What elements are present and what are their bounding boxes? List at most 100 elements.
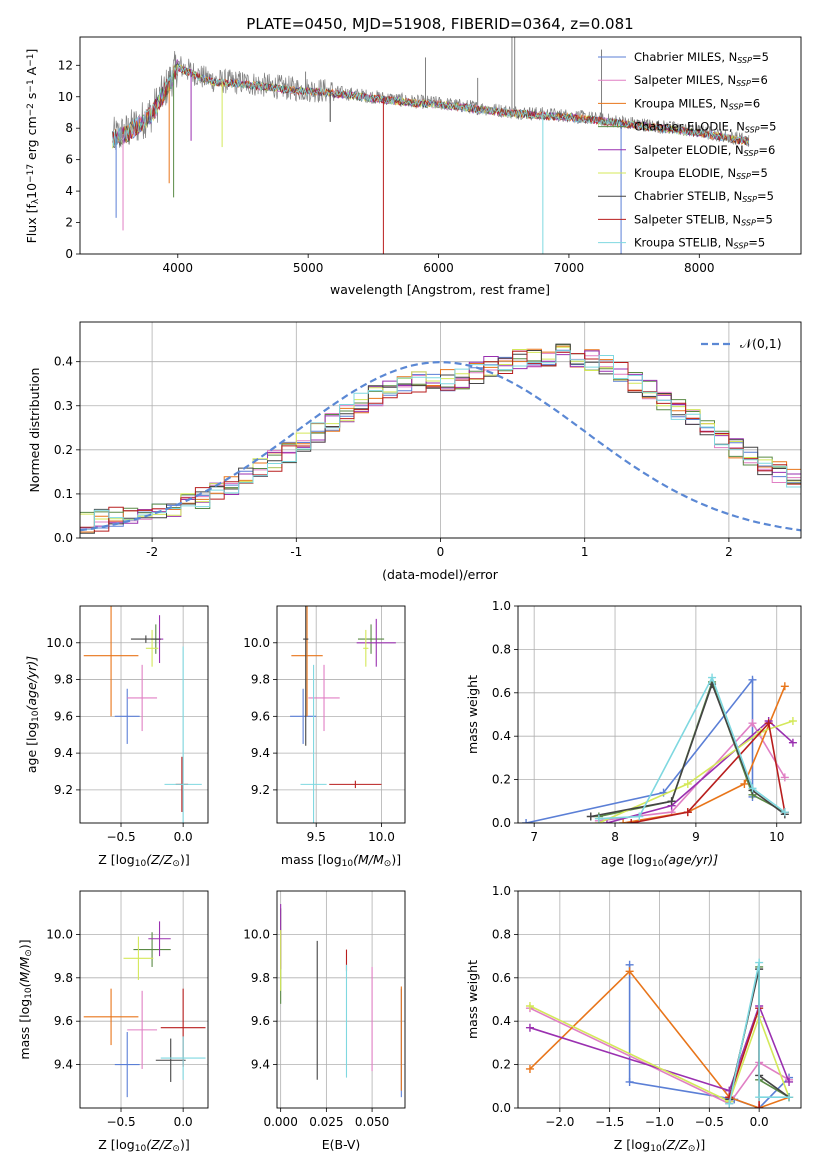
y-tick-label: 9.6: [54, 709, 73, 723]
legend-entry: Salpeter ELODIE, NSSP=6: [634, 143, 775, 158]
x-axis-label: E(B-V): [322, 1137, 361, 1152]
x-tick-label: 0.000: [263, 1115, 297, 1129]
legend-n: N: [727, 166, 736, 180]
plot-area: [83, 921, 206, 1098]
y-tick-label: 1.0: [492, 599, 511, 613]
legend-entry: Chabrier STELIB, NSSP=5: [634, 189, 774, 204]
label-part: ⊙: [24, 949, 34, 957]
label-part: −17: [26, 164, 36, 183]
y-tick-label: 0.8: [492, 927, 511, 941]
plot-area: [280, 904, 402, 1098]
label-part: 10: [31, 710, 41, 722]
weight-marker: [764, 719, 773, 728]
weight-marker: [625, 967, 634, 976]
label-part: mass [log: [17, 999, 32, 1060]
weight-marker: [683, 808, 692, 817]
label-part: Z [log: [98, 1137, 134, 1152]
y-tick-label: 1.0: [492, 884, 511, 898]
x-tick-label: 10: [769, 830, 784, 844]
x-tick-label: 0: [437, 545, 445, 559]
label-part: ]: [24, 49, 39, 54]
y-tick-label: 9.8: [251, 971, 270, 985]
weight-marker: [780, 773, 789, 782]
axes-frame: [79, 321, 802, 539]
x-tick-label: 7: [530, 830, 538, 844]
weight-marker: [725, 1099, 734, 1108]
label-part: 10: [24, 183, 39, 199]
x-tick-label: 9: [692, 830, 700, 844]
legend-name: Salpeter ELODIE: [634, 143, 728, 157]
y-axis-label: mass weight: [465, 675, 480, 754]
y-tick-label: 9.4: [251, 746, 270, 760]
y-tick-label: 10.0: [243, 636, 270, 650]
legend-count: 5: [760, 166, 767, 180]
legend: 𝒩(0,1): [701, 336, 782, 351]
weight-marker: [708, 673, 717, 682]
y-tick-label: 12: [58, 58, 73, 72]
model-spectrum: [112, 63, 750, 147]
x-axis-label: mass [log10(M/M⊙)]: [281, 852, 401, 869]
label-part: ⊙: [384, 859, 392, 869]
legend-sep: ,: [713, 96, 720, 110]
legend-n: N: [734, 189, 743, 203]
weight-series: [529, 1007, 790, 1105]
y-tick-label: 0.3: [54, 399, 73, 413]
x-tick-label: 0.0: [750, 1115, 769, 1129]
legend-sub: SSP: [737, 56, 752, 65]
legend-label: 𝒩(0,1): [740, 336, 782, 351]
weight-marker: [748, 784, 757, 793]
label-part: )]: [180, 852, 190, 867]
plot-area: [80, 343, 801, 538]
panel-residuals: -2 -1 0 1 2 0.0 0.1 0.2 0.3 0.4 (data-model)/error…: [27, 321, 802, 582]
y-tick-label: 9.8: [54, 971, 73, 985]
legend-sep: ,: [720, 73, 727, 87]
weight-series: [631, 721, 786, 823]
y-tick-label: 8: [65, 121, 73, 135]
x-tick-label: 8: [611, 830, 619, 844]
legend-sep: ,: [725, 212, 732, 226]
legend-eq: =: [758, 143, 768, 157]
label-part: 10: [342, 859, 354, 869]
label-part: )]: [17, 939, 32, 949]
legend-n: N: [725, 236, 734, 250]
legend-count: 5: [765, 212, 772, 226]
legend-entry: Chabrier MILES, NSSP=5: [634, 50, 769, 65]
x-tick-label: 10.0: [368, 830, 395, 844]
y-tick-label: 0.4: [492, 1014, 511, 1028]
label-part: s: [24, 93, 39, 104]
label-part: −1: [26, 54, 36, 67]
legend-count: 6: [768, 143, 775, 157]
y-tick-label: 4: [65, 184, 73, 198]
y-tick-label: 10.0: [46, 927, 73, 941]
weight-marker: [785, 1077, 794, 1086]
y-tick-label: 6: [65, 153, 73, 167]
legend-n: N: [732, 212, 741, 226]
plot-area: [83, 606, 202, 823]
axes-frame: [276, 605, 406, 824]
legend-count: 5: [762, 50, 769, 64]
histogram-series: [80, 350, 801, 538]
label-part: erg cm: [24, 116, 39, 164]
label-part: )]: [391, 852, 401, 867]
weight-series: [529, 1005, 790, 1103]
legend-sub: SSP: [742, 195, 757, 204]
plot-area: [290, 606, 396, 823]
panel-mass-vs-ebv: 0.000 0.025 0.050 9.4 9.6 9.8 10.0 E(B-V): [243, 890, 406, 1152]
legend-sub: SSP: [736, 172, 751, 181]
label-part: mass [log: [281, 852, 342, 867]
x-axis-label: Z [log10(Z/Z⊙)]: [98, 852, 189, 869]
label-part: 10: [652, 859, 664, 869]
label-part: −2: [26, 103, 36, 116]
label-part: 10: [135, 859, 147, 869]
weight-marker: [525, 1064, 534, 1073]
legend-name: Chabrier STELIB: [634, 189, 726, 203]
label-part: Flux [f: [24, 204, 39, 244]
legend-eq: =: [751, 73, 761, 87]
weight-marker: [755, 958, 764, 967]
weight-marker: [586, 812, 595, 821]
y-tick-label: 0.1: [54, 487, 73, 501]
label-part: −1: [26, 79, 36, 92]
label-part: )]: [695, 1137, 705, 1152]
legend-entry: Kroupa ELODIE, NSSP=5: [634, 166, 768, 181]
